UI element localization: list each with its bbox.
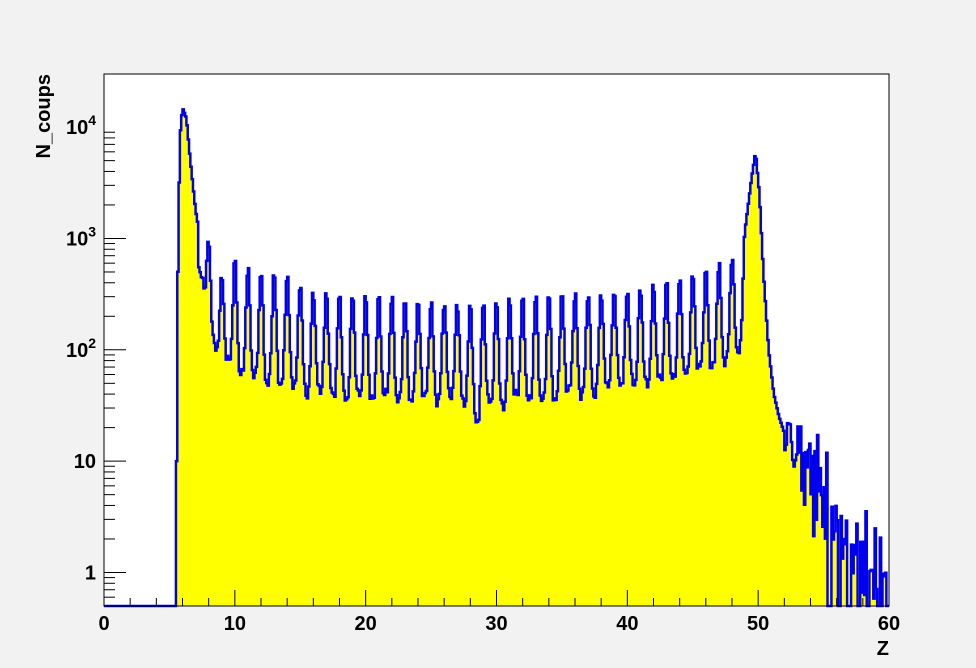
y-axis: 1 10 102 103 104 <box>66 112 126 607</box>
y-axis-title: N_coups <box>33 74 55 158</box>
x-tick-label: 50 <box>747 613 769 635</box>
x-tick-label: 20 <box>355 613 377 635</box>
y-tick-label: 1 <box>85 562 96 584</box>
x-axis: 0 10 20 30 40 50 60 <box>98 590 900 635</box>
y-tick-label: 104 <box>66 112 96 139</box>
y-tick-label: 10 <box>74 451 96 473</box>
x-tick-label: 10 <box>224 613 246 635</box>
y-tick-label: 102 <box>66 335 96 362</box>
histogram-outline <box>104 108 889 608</box>
x-tick-label: 60 <box>878 613 900 635</box>
x-tick-label: 0 <box>98 613 109 635</box>
x-axis-title: Z <box>877 638 889 660</box>
x-tick-label: 30 <box>485 613 507 635</box>
x-tick-label: 40 <box>616 613 638 635</box>
histogram-fill <box>104 109 889 606</box>
y-tick-label: 103 <box>66 223 96 250</box>
